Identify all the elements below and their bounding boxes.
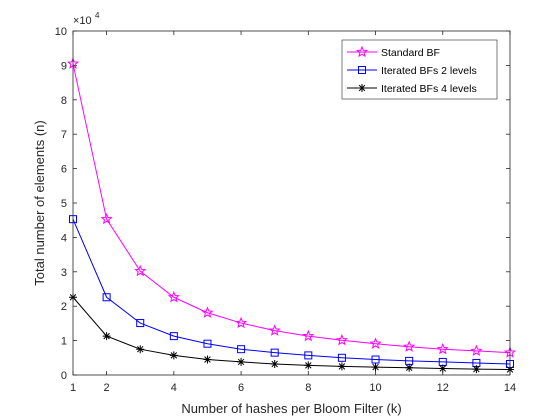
series-line — [72, 218, 511, 365]
series-layer — [66, 57, 517, 374]
data-point — [355, 45, 369, 58]
series-line — [72, 296, 511, 370]
x-tick-label: 1 — [70, 382, 76, 394]
x-tick-label: 8 — [305, 382, 311, 394]
data-point — [436, 342, 449, 355]
x-tick-label: 2 — [104, 382, 110, 394]
data-point — [337, 353, 346, 362]
legend-item: Standard BF — [347, 45, 440, 59]
data-point — [102, 332, 111, 341]
data-point — [335, 333, 348, 346]
data-point — [270, 359, 279, 368]
y-tick-label: 6 — [61, 164, 67, 176]
plot-frame — [72, 30, 511, 376]
series-1 — [66, 57, 517, 358]
data-point — [358, 66, 366, 74]
legend-label: Standard BF — [381, 47, 440, 59]
y-tick-label: 8 — [61, 95, 67, 107]
data-point — [371, 355, 380, 364]
data-point — [470, 344, 483, 357]
data-point — [203, 339, 212, 348]
y-axis-label: Total number of elements (n) — [32, 120, 47, 285]
y-tick-label: 9 — [61, 60, 67, 72]
legend-items: Standard BF Iterated BFs 2 levels Iterated… — [347, 45, 477, 95]
legend: Standard BF Iterated BFs 2 levels Iterated… — [341, 39, 498, 100]
legend-item: Iterated BFs 2 levels — [347, 65, 477, 77]
y-tick-label: 4 — [61, 232, 67, 244]
x-tick-label: 6 — [238, 382, 244, 394]
data-point — [136, 319, 145, 328]
legend-item: Iterated BFs 4 levels — [347, 83, 477, 95]
data-point — [304, 351, 313, 360]
data-point — [237, 357, 246, 366]
data-point — [102, 293, 111, 302]
data-point — [203, 355, 212, 364]
data-point — [268, 324, 281, 336]
x-tick-label: 4 — [171, 382, 177, 394]
data-point — [169, 332, 178, 341]
data-point — [169, 351, 178, 360]
data-point — [438, 364, 447, 373]
x-tick-label: 12 — [437, 382, 449, 394]
data-point — [134, 264, 147, 277]
data-point — [136, 345, 145, 354]
data-point — [201, 306, 214, 318]
data-point — [167, 290, 180, 303]
legend-label: Iterated BFs 2 levels — [381, 65, 477, 77]
y-tick-label: 0 — [61, 370, 67, 382]
y-multiplier-base: ×10 — [73, 15, 92, 27]
x-tick-label: 14 — [504, 382, 516, 394]
y-tick-label: 10 — [55, 26, 67, 38]
data-point — [403, 340, 416, 352]
y-tick-label: 1 — [61, 336, 67, 348]
data-point — [270, 348, 279, 357]
data-point — [472, 365, 481, 374]
x-tick-label: 10 — [369, 382, 381, 394]
data-point — [369, 337, 382, 349]
data-point — [371, 363, 380, 372]
series-line — [72, 63, 511, 354]
y-tick-label: 5 — [61, 198, 67, 210]
y-tick-label: 3 — [61, 267, 67, 279]
legend-label: Iterated BFs 4 levels — [381, 83, 477, 95]
data-point — [358, 84, 366, 92]
data-point — [337, 362, 346, 371]
data-point — [100, 212, 113, 225]
x-axis-label: Number of hashes per Bloom Filter (k) — [181, 401, 401, 416]
series-2 — [69, 215, 514, 368]
data-point — [237, 345, 246, 354]
data-point — [302, 329, 315, 342]
series-3 — [69, 293, 514, 374]
y-multiplier-exponent: 4 — [95, 11, 100, 20]
y-tick-label: 7 — [61, 129, 67, 141]
y-tick-label: 2 — [61, 301, 67, 313]
data-point — [235, 316, 248, 329]
data-point — [304, 361, 313, 370]
data-point — [405, 363, 414, 372]
